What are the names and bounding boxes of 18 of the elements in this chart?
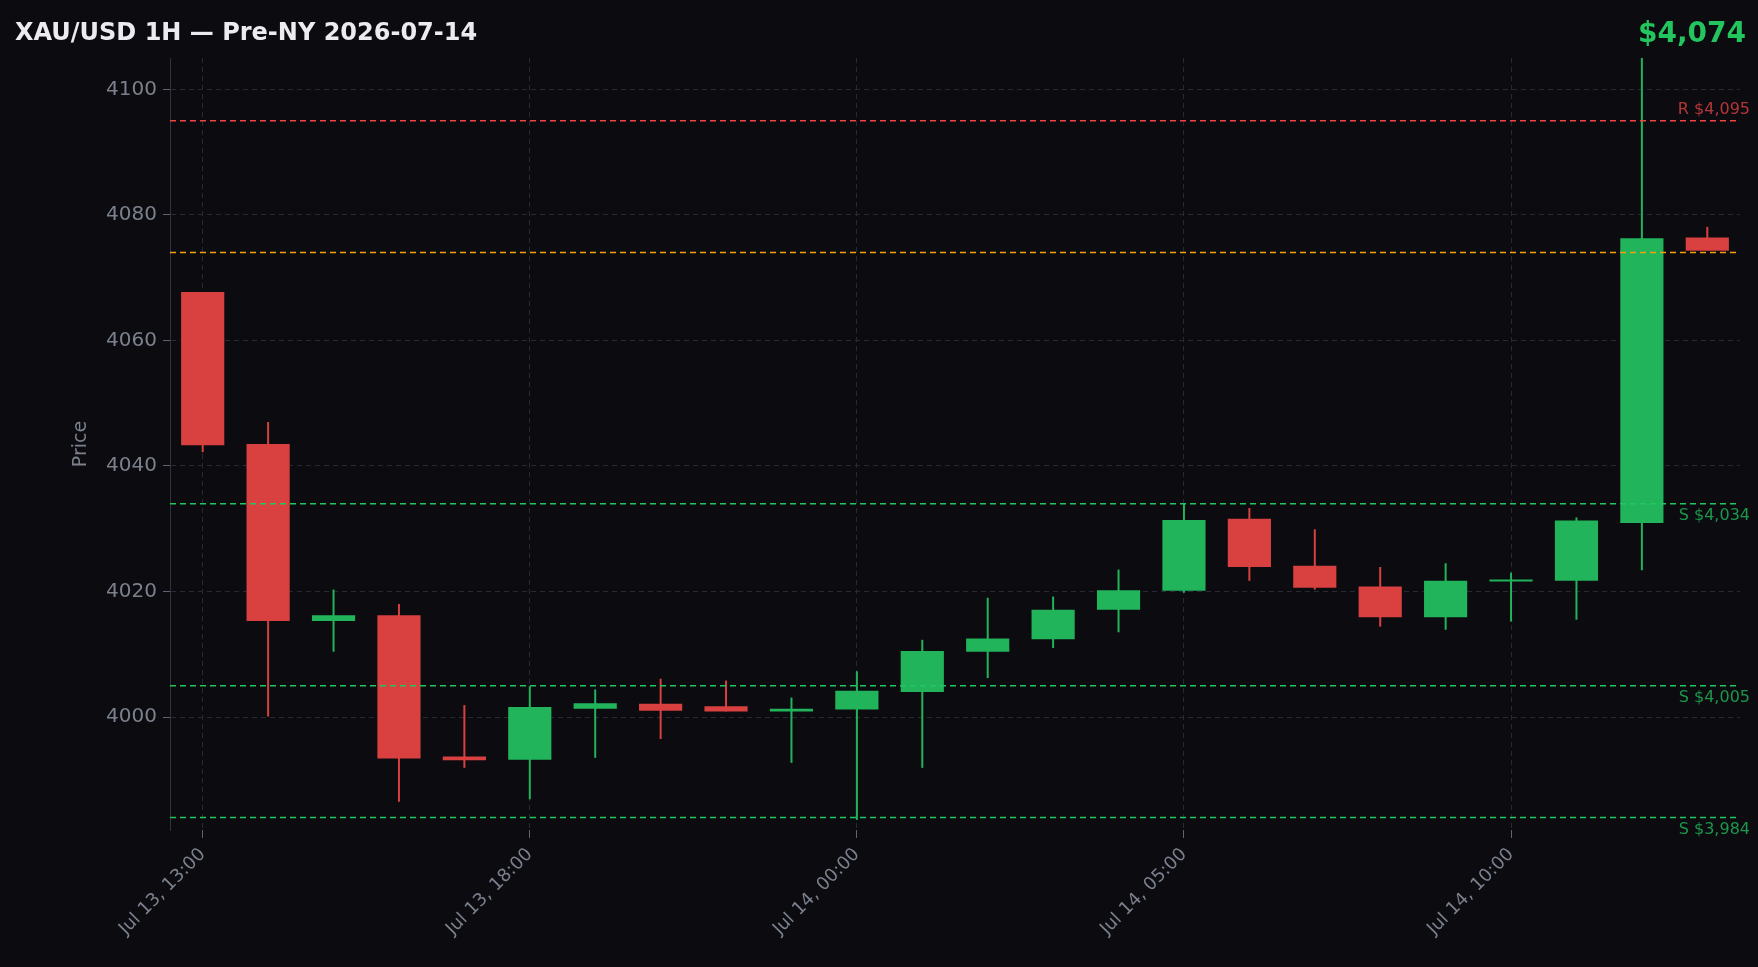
ref-line-label: S $4,005 bbox=[1678, 686, 1750, 706]
candlestick bbox=[573, 688, 617, 759]
ref-line-label: S $4,034 bbox=[1678, 504, 1750, 524]
y-tick-label: 4080 bbox=[106, 201, 157, 226]
y-tick-label: 4040 bbox=[106, 452, 157, 477]
candlestick bbox=[835, 670, 879, 821]
candlestick bbox=[311, 588, 356, 653]
chart-title: XAU/USD 1H — Pre-NY 2026-07-14 bbox=[15, 18, 478, 46]
y-tick-label: 4060 bbox=[106, 326, 157, 351]
y-axis-title: Price bbox=[68, 420, 91, 468]
ref-line-label: R $4,095 bbox=[1677, 98, 1750, 118]
candlestick bbox=[639, 677, 683, 740]
y-tick-label: 4000 bbox=[106, 703, 157, 728]
text: $4,074 bbox=[1637, 16, 1746, 49]
y-tick-label: 4020 bbox=[106, 577, 157, 602]
candlestick bbox=[704, 679, 748, 713]
y-tick-label: 4100 bbox=[106, 75, 157, 100]
ref-line-label: S $3,984 bbox=[1678, 818, 1750, 838]
